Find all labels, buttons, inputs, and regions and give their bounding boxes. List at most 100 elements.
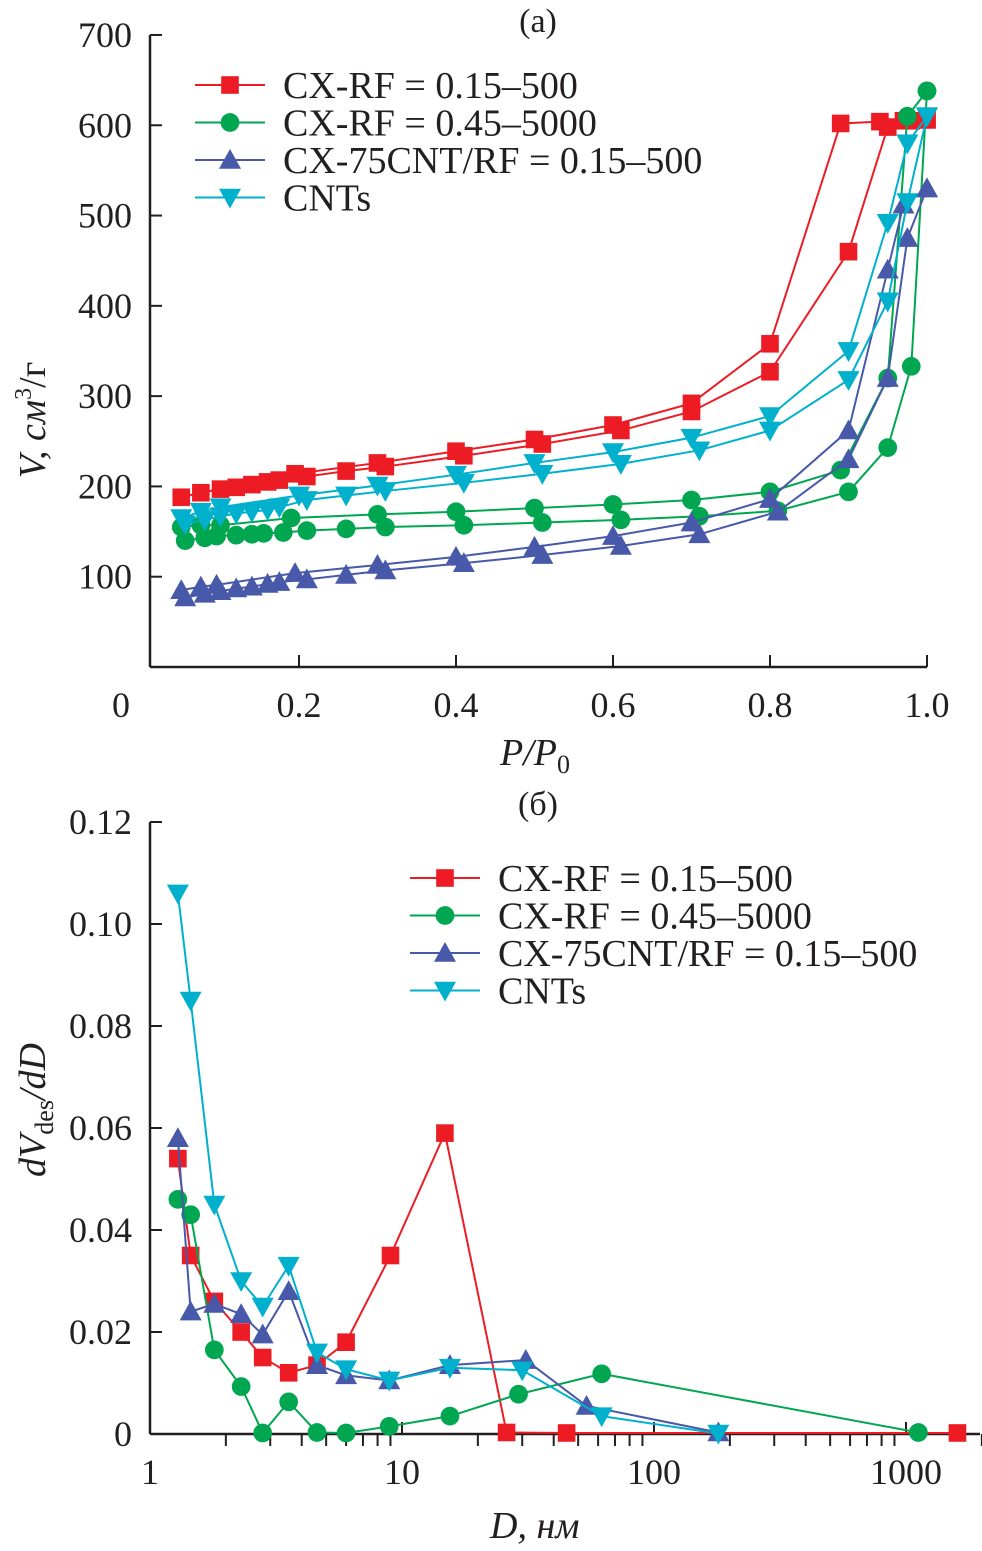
chart-a-series-1-point	[878, 438, 898, 457]
chart-a-series-3-point	[609, 455, 632, 475]
chart-b-ylabel-sub: des	[30, 1100, 59, 1135]
chart-b-series-0-point	[497, 1423, 516, 1442]
chart-a-series-2-point	[295, 568, 318, 589]
chart-a-series-0-point	[286, 464, 304, 483]
chart-b-ytick-label: 0.06	[69, 1108, 132, 1148]
chart-a-series-2-point	[766, 500, 789, 521]
chart-b-xtick-label: 10	[384, 1452, 420, 1492]
chart-a-series-0-point	[270, 471, 289, 489]
chart-b-series-3-point	[511, 1361, 534, 1382]
chart-a-series-1-point	[226, 525, 246, 545]
chart-a-series-2-point	[680, 511, 703, 532]
chart-b-series-0-point	[169, 1149, 187, 1168]
chart-b-series-0-point	[253, 1348, 272, 1367]
chart-b-series-3-point	[590, 1407, 613, 1428]
chart-b-legend-marker	[436, 869, 454, 887]
chart-a-series-2-point	[609, 535, 632, 555]
chart-a-series-0-point	[871, 112, 889, 131]
chart-a-series-3-point	[688, 441, 711, 462]
chart-b-series-2-point	[166, 1127, 189, 1147]
chart-b-legend-label: CX-75CNT/RF = 0.15–500	[498, 933, 917, 975]
chart-a-xtick-label: 0.2	[277, 685, 322, 725]
chart-a-series-3-point	[680, 428, 703, 449]
chart-a-ylabel-main: V, см	[12, 400, 54, 478]
chart-b-legend-label: CX-RF = 0.15–500	[498, 858, 793, 900]
chart-b-series-0-point	[948, 1424, 967, 1442]
chart-a-ytick-label: 400	[78, 286, 132, 326]
chart-a-legend-marker	[219, 149, 241, 169]
chart-a-ylabel-tail: /г	[12, 362, 54, 388]
chart-b-series-2-point	[230, 1303, 253, 1323]
chart-b-ytick-label: 0.12	[69, 802, 132, 842]
chart-a-series-0-point	[525, 430, 544, 449]
chart-a-ylabel-sup: 3	[11, 388, 37, 400]
chart-b-series-3-point	[179, 991, 202, 1012]
chart-b-ytick-label: 0.04	[69, 1210, 132, 1250]
chart-a-series-2-point	[366, 553, 389, 574]
chart-b-series-2-point	[203, 1292, 226, 1313]
chart-b-ytick-label: 0.02	[69, 1312, 132, 1352]
chart-a-series-0-point	[831, 114, 850, 133]
chart-a-series-0-point	[227, 478, 245, 497]
chart-a-series-3-point	[896, 193, 919, 214]
chart-b-title: (б)	[518, 786, 558, 823]
chart-b-series-2-point	[277, 1280, 300, 1300]
chart-b-series-3-point	[251, 1297, 274, 1318]
chart-a-ytick-label: 300	[78, 376, 132, 416]
chart-a-legend-label: CX-RF = 0.15–500	[283, 65, 578, 107]
chart-b-series-1-point	[168, 1190, 188, 1209]
chart-a-series-3-point	[916, 107, 938, 128]
chart-b-series-3-point	[438, 1358, 461, 1379]
chart-b-series-0-point	[279, 1364, 298, 1382]
chart-a-series-3-point	[225, 504, 248, 525]
chart-a-xlabel: P/P0	[499, 732, 570, 779]
chart-b-series-1-point	[307, 1423, 327, 1442]
chart-a-xtick-label: 0.4	[434, 685, 479, 725]
chart-b-series-1-point	[279, 1392, 299, 1412]
chart-b-series-0-point	[232, 1323, 250, 1341]
chart-b-xlabel: D, нм	[489, 1505, 580, 1547]
chart-b-series-3-point	[230, 1272, 253, 1292]
chart-a-series-1-point	[254, 524, 274, 543]
chart-a-series-2-point	[837, 448, 860, 469]
chart-a-series-2-adsorption-line	[184, 188, 928, 599]
chart-a-series-3-point	[335, 486, 358, 507]
chart-a-ytick-label: 600	[78, 105, 132, 145]
chart-b-ylabel: dVdes/dD	[12, 1043, 59, 1177]
chart-a-series-2-point	[205, 573, 228, 594]
chart-a-series-2-point	[268, 571, 291, 591]
chart-a-legend-marker	[221, 76, 239, 94]
chart-a-series-1-point	[525, 498, 544, 518]
chart-b-series-1-point	[509, 1384, 528, 1404]
chart-b-series-3-point	[203, 1195, 226, 1216]
chart-a-series-2-point	[523, 535, 546, 556]
chart-a-series-3-point	[288, 486, 310, 507]
chart-a-legend-label: CX-75CNT/RF = 0.15–500	[283, 140, 702, 182]
chart-b-legend-marker	[435, 906, 455, 925]
chart-b-series-3-point	[707, 1424, 730, 1445]
chart-b-series-0-point	[381, 1246, 400, 1265]
chart-a-series-2-point	[170, 579, 193, 600]
chart-a-series-1-point	[603, 495, 623, 514]
chart-b-series-1-point	[592, 1364, 612, 1384]
chart-a-series-0-point	[211, 480, 230, 498]
chart-a-series-3-desorption-line	[180, 115, 928, 519]
chart-a-xtick-label: 0.8	[748, 685, 793, 725]
chart-a-series-1-point	[336, 519, 356, 539]
chart-b-series-1-point	[253, 1423, 273, 1443]
chart-a-series-3-point	[602, 443, 624, 464]
chart-a-series-2-point	[240, 575, 263, 596]
chart-a-series-2-point	[189, 575, 212, 596]
chart-b-series-3-point	[277, 1256, 300, 1277]
chart-a-series-0-point	[447, 442, 465, 461]
chart-a-series-3-point	[445, 465, 467, 486]
chart-a-series-0-point	[337, 462, 355, 480]
chart-b-series-1-point	[379, 1417, 399, 1436]
chart-b-legend-marker	[434, 942, 456, 962]
chart-a-series-3-point	[366, 476, 389, 497]
chart-b-ylabel-main: dV	[12, 1131, 54, 1177]
chart-b-series-1-point	[231, 1377, 251, 1396]
chart-b-legend-label: CNTs	[498, 971, 586, 1013]
chart-b-ylabel-tail: /dD	[12, 1043, 54, 1102]
chart-b-series-1-point	[440, 1406, 460, 1426]
